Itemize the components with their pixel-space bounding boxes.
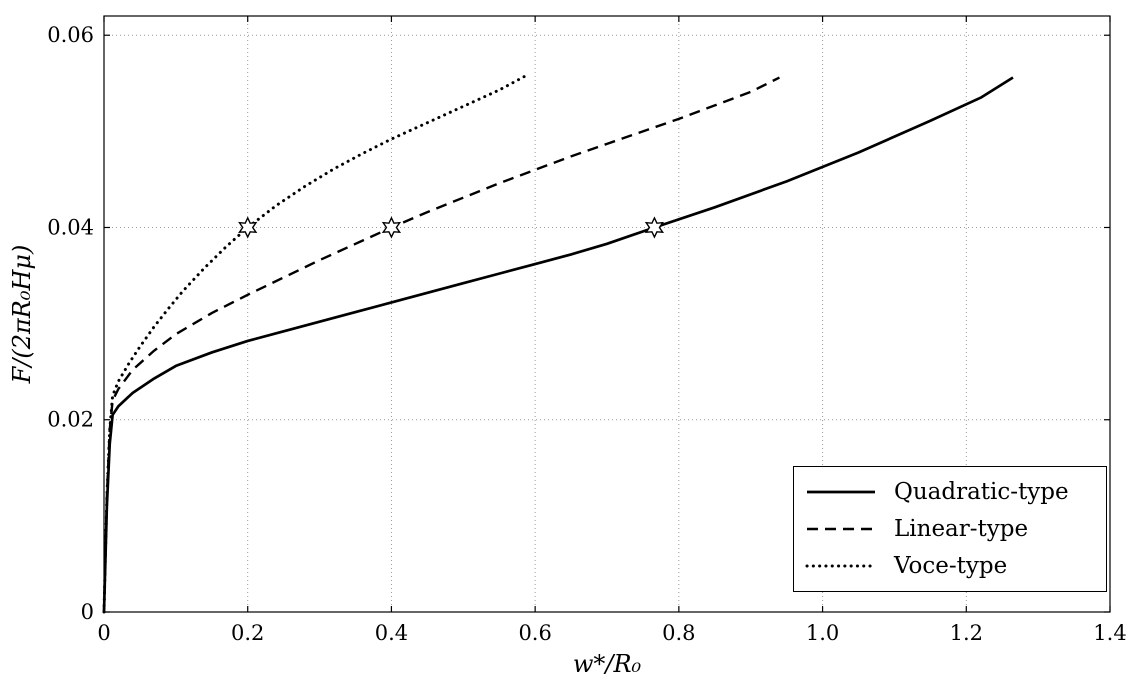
curve-quadratic-type xyxy=(102,76,1014,613)
y-axis-label: F/(2πR₀Hμ) xyxy=(8,245,36,385)
x-axis-label: w*/R₀ xyxy=(573,650,642,678)
x-tick-label: 0.2 xyxy=(231,621,264,645)
x-tick-label: 0.6 xyxy=(518,621,551,645)
x-tick-label: 1.0 xyxy=(806,621,839,645)
y-tick-label: 0.06 xyxy=(47,23,94,47)
legend-item-quadratic: Quadratic-type xyxy=(804,479,1098,505)
legend-item-voce: Voce-type xyxy=(804,553,1098,579)
dashed-line-sample-icon xyxy=(807,527,875,531)
legend: Quadratic-type Linear-type Voce-type xyxy=(793,466,1107,592)
x-tick-label: 1.4 xyxy=(1093,621,1126,645)
legend-label: Quadratic-type xyxy=(894,478,1069,505)
dotted-line-sample-icon xyxy=(805,564,877,568)
star-marker xyxy=(644,216,665,239)
legend-label: Linear-type xyxy=(894,515,1029,542)
legend-item-linear: Linear-type xyxy=(804,516,1098,542)
y-tick-label: 0.04 xyxy=(47,215,94,239)
curve-linear-type xyxy=(102,76,780,613)
x-tick-label: 1.2 xyxy=(950,621,983,645)
legend-label: Voce-type xyxy=(894,553,1008,580)
y-tick-label: 0 xyxy=(81,600,94,624)
solid-line-sample-icon xyxy=(807,490,875,494)
star-marker xyxy=(381,216,402,239)
y-tick-label: 0.02 xyxy=(47,408,94,432)
x-tick-label: 0.8 xyxy=(662,621,695,645)
x-tick-label: 0 xyxy=(97,621,110,645)
axes-box xyxy=(103,15,1111,613)
x-tick-label: 0.4 xyxy=(375,621,408,645)
star-marker xyxy=(238,216,258,239)
curve-voce-type xyxy=(102,75,526,614)
